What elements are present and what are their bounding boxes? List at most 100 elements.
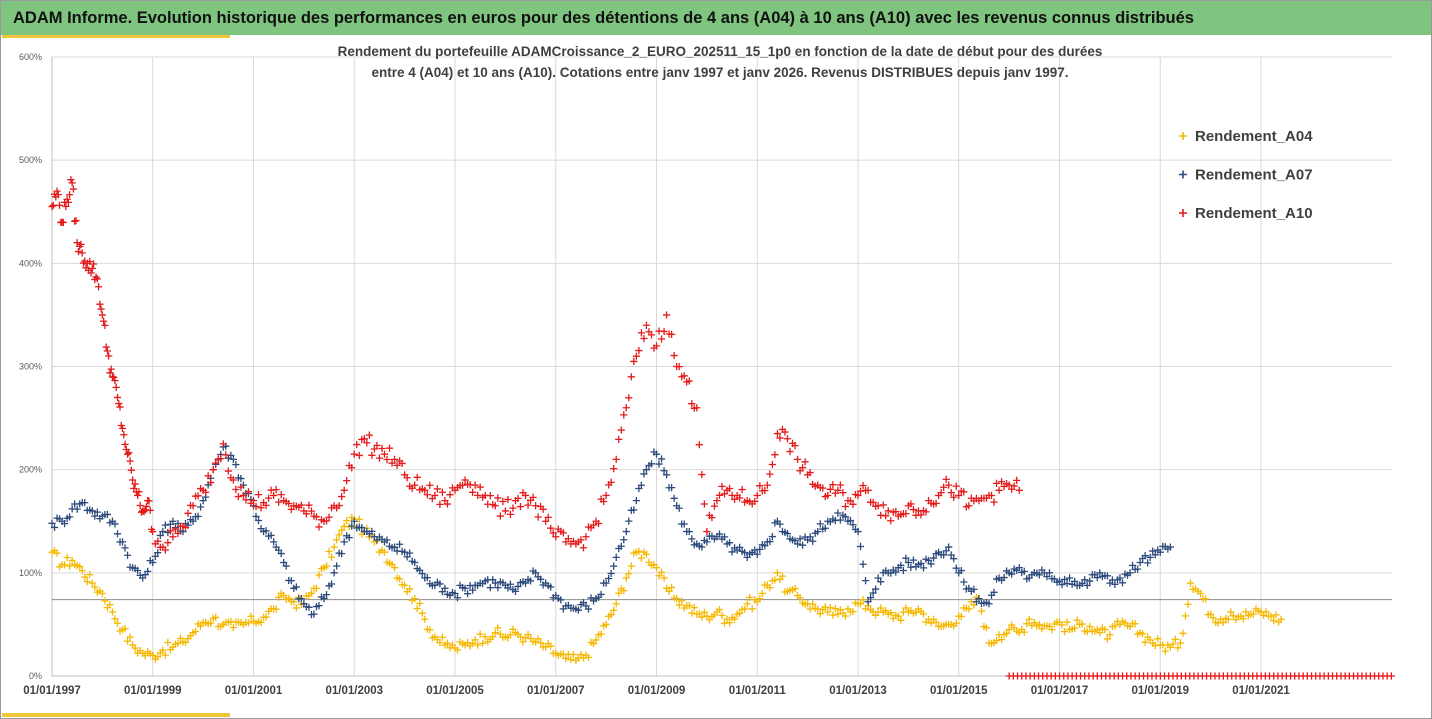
point-rendement-a04 bbox=[476, 630, 484, 638]
point-rendement-a04 bbox=[1239, 614, 1247, 623]
point-rendement-a10 bbox=[753, 491, 761, 500]
point-rendement-a07 bbox=[197, 503, 205, 511]
point-rendement-a10 bbox=[907, 500, 915, 508]
point-rendement-a10 bbox=[86, 257, 94, 266]
point-rendement-a04 bbox=[627, 562, 635, 570]
point-rendement-a07 bbox=[783, 530, 792, 538]
point-rendement-a10 bbox=[499, 497, 507, 506]
point-rendement-a07 bbox=[401, 548, 409, 556]
point-rendement-a07 bbox=[668, 484, 676, 492]
point-rendement-a04 bbox=[325, 547, 333, 556]
point-rendement-a10 bbox=[738, 485, 746, 494]
point-rendement-a07 bbox=[1096, 569, 1104, 577]
point-rendement-a10 bbox=[146, 506, 154, 514]
point-rendement-a04 bbox=[1224, 615, 1232, 623]
point-rendement-a10 bbox=[997, 478, 1006, 486]
point-rendement-a04 bbox=[121, 625, 129, 633]
point-rendement-a07 bbox=[1136, 558, 1144, 567]
point-rendement-a10 bbox=[88, 264, 96, 273]
point-rendement-a04 bbox=[831, 605, 839, 613]
point-rendement-a10 bbox=[937, 489, 945, 497]
point-rendement-a07 bbox=[547, 583, 555, 591]
point-rendement-a10 bbox=[436, 500, 444, 508]
point-rendement-a10 bbox=[610, 465, 618, 473]
point-rendement-a10 bbox=[854, 491, 862, 500]
point-rendement-a10 bbox=[145, 497, 153, 505]
point-rendement-a10 bbox=[602, 491, 610, 500]
point-rendement-a10 bbox=[385, 444, 394, 452]
point-rendement-a10 bbox=[549, 529, 557, 537]
point-rendement-a07 bbox=[521, 579, 530, 587]
point-rendement-a10 bbox=[945, 481, 953, 489]
point-rendement-a04 bbox=[567, 655, 575, 664]
point-rendement-a10 bbox=[874, 502, 882, 510]
point-rendement-a10 bbox=[521, 491, 530, 500]
point-rendement-a04 bbox=[257, 618, 265, 626]
point-rendement-a07 bbox=[159, 527, 167, 536]
point-rendement-a10 bbox=[829, 481, 837, 489]
point-rendement-a10 bbox=[819, 484, 827, 492]
point-rendement-a10 bbox=[698, 470, 706, 479]
point-rendement-a10 bbox=[411, 481, 419, 489]
point-rendement-a07 bbox=[1086, 577, 1094, 585]
point-rendement-a10 bbox=[343, 477, 351, 485]
point-rendement-a04 bbox=[1242, 608, 1250, 616]
point-rendement-a10 bbox=[229, 476, 237, 484]
point-rendement-a04 bbox=[1003, 629, 1011, 637]
point-rendement-a10 bbox=[49, 201, 57, 209]
y-tick-label: 100% bbox=[19, 568, 42, 578]
point-rendement-a07 bbox=[237, 474, 245, 483]
point-rendement-a04 bbox=[111, 615, 119, 623]
axes: 0% 100% 200% 300% 400% 500% 600% 01/01/1997 01/0… bbox=[19, 52, 1392, 697]
point-rendement-a10 bbox=[340, 486, 348, 494]
point-rendement-a07 bbox=[418, 570, 426, 578]
point-rendement-a04 bbox=[191, 627, 200, 636]
point-rendement-a10 bbox=[325, 513, 333, 521]
point-rendement-a10 bbox=[375, 454, 384, 462]
point-rendement-a10 bbox=[140, 508, 148, 516]
point-rendement-a10 bbox=[110, 373, 118, 381]
point-rendement-a07 bbox=[947, 551, 955, 559]
point-rendement-a04 bbox=[1101, 626, 1109, 634]
point-rendement-a04 bbox=[1219, 618, 1227, 627]
point-rendement-a10 bbox=[73, 239, 81, 247]
point-rendement-a07 bbox=[1118, 579, 1127, 587]
point-rendement-a10 bbox=[446, 491, 454, 499]
point-rendement-a10 bbox=[637, 329, 645, 337]
point-rendement-a04 bbox=[796, 594, 804, 602]
point-rendement-a07 bbox=[118, 538, 127, 546]
point-rendement-a04 bbox=[1023, 620, 1031, 628]
point-rendement-a07 bbox=[985, 600, 993, 608]
point-rendement-a07 bbox=[605, 574, 613, 583]
point-rendement-a07 bbox=[990, 588, 998, 596]
point-rendement-a04 bbox=[542, 643, 550, 651]
point-rendement-a07 bbox=[1093, 574, 1101, 582]
point-rendement-a07 bbox=[1149, 547, 1157, 555]
point-rendement-a07 bbox=[1134, 565, 1142, 573]
point-rendement-a07 bbox=[929, 554, 938, 562]
point-rendement-a04 bbox=[607, 611, 615, 619]
point-rendement-a04 bbox=[700, 608, 708, 616]
point-rendement-a07 bbox=[310, 610, 318, 618]
point-rendement-a10 bbox=[224, 467, 232, 475]
x-tick-label: 01/01/2009 bbox=[628, 685, 686, 697]
point-rendement-a04 bbox=[86, 571, 94, 579]
point-rendement-a07 bbox=[698, 543, 706, 551]
point-rendement-a10 bbox=[992, 479, 1001, 487]
point-rendement-a04 bbox=[1048, 625, 1056, 634]
x-tick-label: 01/01/1999 bbox=[124, 685, 182, 697]
point-rendement-a10 bbox=[134, 491, 142, 500]
point-rendement-a04 bbox=[330, 543, 338, 551]
point-rendement-a07 bbox=[194, 512, 202, 520]
point-rendement-a04 bbox=[534, 635, 542, 643]
point-rendement-a07 bbox=[1015, 564, 1023, 572]
point-rendement-a04 bbox=[244, 619, 253, 627]
point-rendement-a07 bbox=[436, 580, 444, 588]
point-rendement-a04 bbox=[668, 583, 676, 592]
point-rendement-a10 bbox=[123, 450, 132, 458]
point-rendement-a07 bbox=[917, 559, 925, 568]
point-rendement-a04 bbox=[406, 585, 414, 593]
point-rendement-a07 bbox=[657, 455, 666, 463]
point-rendement-a04 bbox=[1154, 635, 1162, 643]
point-rendement-a07 bbox=[703, 538, 711, 546]
